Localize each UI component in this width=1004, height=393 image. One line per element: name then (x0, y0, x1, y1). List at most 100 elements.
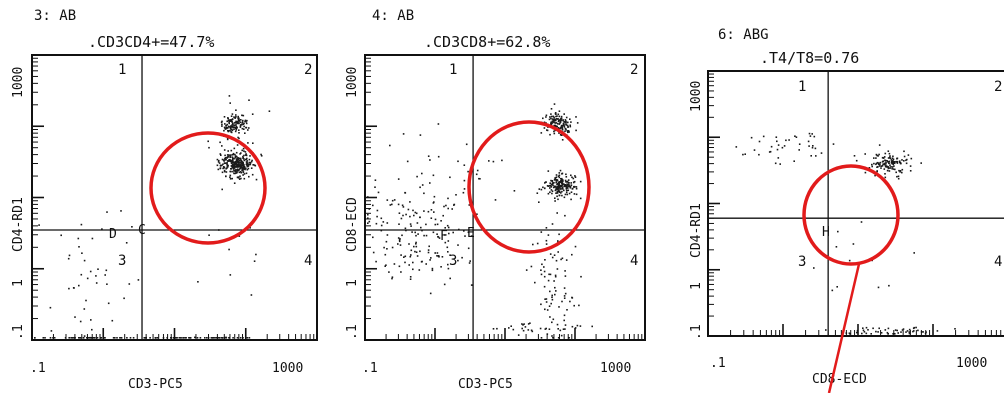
scatter-point (762, 135, 765, 138)
scatter-point (106, 283, 108, 285)
scatter-point (239, 167, 242, 170)
scatter-point (555, 290, 557, 292)
scatter-point (233, 164, 236, 166)
x-axis-ticks (31, 328, 315, 340)
scatter-point (559, 134, 562, 136)
scatter-point (235, 160, 238, 163)
scatter-point (229, 176, 231, 178)
scatter-point (197, 281, 199, 283)
scatter-point (895, 171, 897, 174)
scatter-point (243, 168, 246, 170)
scatter-point (557, 187, 559, 189)
scatter-point (404, 255, 407, 258)
scatter-point (234, 166, 236, 169)
scatter-point (398, 265, 401, 268)
scatter-point (372, 204, 374, 207)
scatter-point (567, 189, 570, 192)
scatter-point (388, 271, 390, 273)
scatter-point (887, 167, 890, 170)
scatter-point (860, 221, 863, 223)
scatter-point (244, 119, 247, 122)
scatter-point (230, 131, 233, 134)
scatter-point (227, 119, 230, 121)
scatter-point (887, 157, 890, 159)
scatter-point (878, 162, 880, 165)
scatter-point (554, 177, 556, 179)
scatter-point (783, 145, 786, 147)
scatter-point (237, 164, 240, 166)
scatter-point (552, 337, 554, 339)
scatter-point (249, 163, 252, 166)
scatter-point (49, 337, 52, 339)
gate-label-c: C (138, 223, 146, 238)
scatter-point (883, 156, 886, 158)
scatter-point (555, 180, 558, 182)
scatter-point (559, 185, 561, 188)
scatter-point (131, 226, 133, 228)
scatter-point (547, 234, 550, 236)
scatter-point (49, 306, 52, 309)
x-tick-label-1000: 1000 (600, 361, 631, 376)
scatter-point (554, 293, 556, 296)
scatter-point (554, 274, 557, 277)
scatter-point (217, 337, 219, 339)
scatter-point (556, 195, 558, 198)
scatter-point (421, 172, 423, 175)
scatter-point (103, 337, 105, 339)
scatter-point (223, 160, 225, 162)
scatter-point (877, 166, 879, 168)
chart-title: .CD3CD8+=62.8% (424, 33, 550, 51)
scatter-point (552, 120, 555, 122)
scatter-point (551, 321, 553, 324)
scatter-point (563, 287, 566, 289)
scatter-point (888, 162, 890, 164)
scatter-point (234, 117, 237, 119)
highlight-circle (149, 131, 267, 245)
scatter-point (242, 119, 244, 122)
scatter-point (241, 161, 244, 163)
scatter-point (554, 200, 556, 202)
scatter-point (243, 159, 246, 162)
scatter-point (523, 323, 525, 325)
scatter-point (220, 337, 223, 339)
scatter-point (550, 123, 553, 125)
scatter-point (250, 294, 253, 296)
scatter-point (97, 268, 99, 270)
x-tick-label-1000: 1000 (956, 356, 987, 371)
scatter-point (91, 328, 93, 331)
scatter-point (776, 140, 778, 143)
scatter-point (227, 127, 229, 129)
scatter-point (570, 174, 572, 177)
scatter-point (560, 119, 562, 121)
scatter-point (910, 157, 913, 160)
scatter-point (234, 162, 237, 165)
scatter-point (223, 126, 226, 129)
scatter-point (89, 337, 92, 339)
scatter-point (389, 204, 392, 206)
scatter-point (239, 170, 242, 173)
scatter-point (404, 192, 407, 194)
scatter-point (248, 163, 251, 166)
scatter-point (89, 270, 92, 273)
scatter-point (573, 185, 576, 188)
scatter-point (882, 163, 884, 165)
scatter-point (551, 298, 554, 301)
scatter-point (242, 147, 245, 150)
scatter-point (899, 170, 902, 172)
scatter-point (235, 163, 237, 166)
scatter-point (501, 159, 503, 162)
scatter-point (228, 248, 230, 251)
scatter-point (221, 171, 224, 174)
scatter-point (232, 126, 235, 129)
scatter-point (175, 337, 177, 339)
scatter-point (204, 337, 206, 339)
scatter-point (476, 213, 478, 215)
scatter-point (558, 186, 561, 188)
scatter-point (468, 204, 471, 206)
scatter-point (575, 193, 578, 196)
scatter-point (240, 163, 242, 166)
scatter-point (559, 118, 561, 121)
scatter-point (223, 169, 226, 172)
scatter-point (567, 183, 569, 186)
scatter-point (880, 332, 883, 334)
